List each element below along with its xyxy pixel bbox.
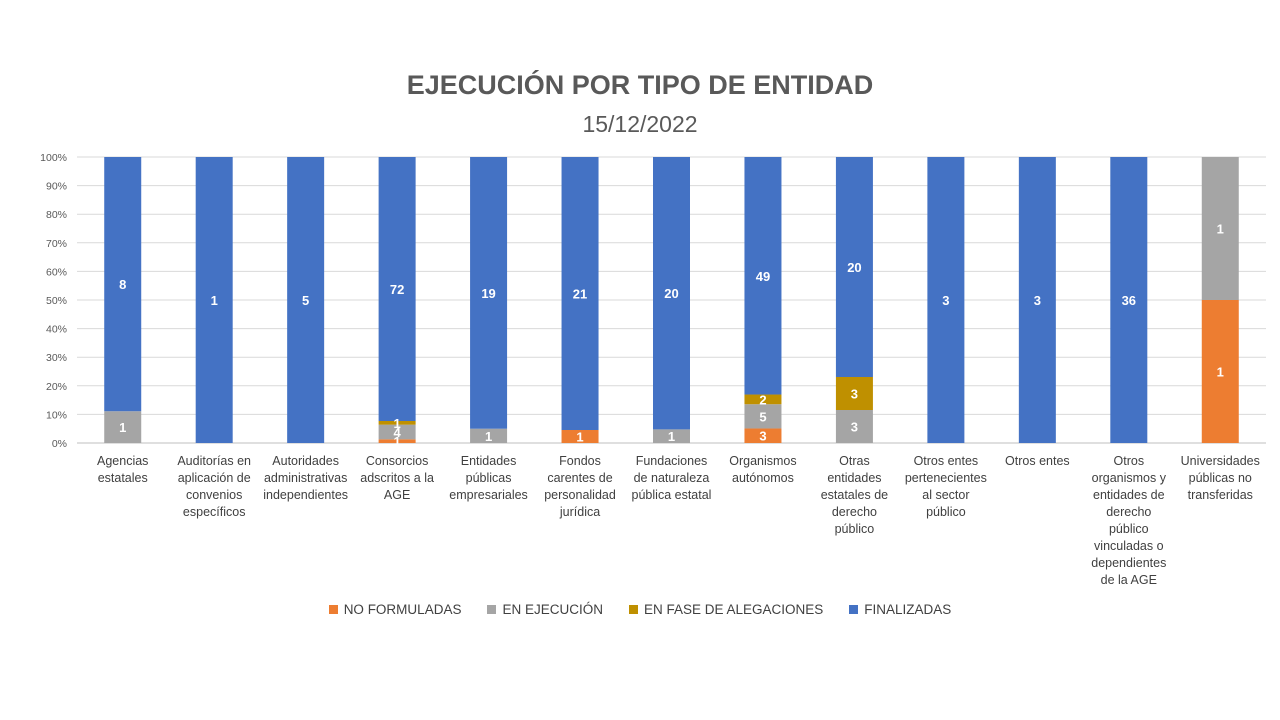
- bar-segment: [1201, 300, 1239, 443]
- bar-segment: [470, 157, 508, 429]
- data-label: 3: [1034, 293, 1041, 308]
- y-tick-label: 40%: [46, 324, 67, 336]
- bar-segment: [744, 428, 782, 443]
- bar-segment: [835, 377, 873, 410]
- bar-segment: [835, 410, 873, 443]
- y-tick-label: 100%: [40, 152, 67, 164]
- data-label: 1: [576, 430, 583, 445]
- legend-label: NO FORMULADAS: [343, 602, 462, 617]
- data-label: 20: [847, 260, 861, 275]
- data-label: 4: [393, 425, 401, 440]
- legend-item: EN FASE DE ALEGACIONES: [628, 602, 824, 617]
- bar-segment: [104, 411, 142, 443]
- legend-swatch: [328, 605, 338, 614]
- bar-segment: [927, 157, 965, 443]
- data-label: 1: [485, 429, 492, 444]
- y-tick-label: 0%: [52, 438, 67, 450]
- bar-segment: [195, 157, 233, 443]
- bar-segment: [835, 157, 873, 377]
- data-label: 1: [211, 293, 218, 308]
- legend-swatch: [487, 605, 497, 614]
- x-tick-label: Otros organismos y entidades de derecho …: [1091, 454, 1167, 587]
- bar-segment: [653, 157, 690, 430]
- y-tick-label: 70%: [46, 238, 67, 250]
- legend-swatch: [628, 605, 638, 614]
- bar-segment: [744, 404, 782, 429]
- x-tick-label: Universidades públicas no transferidas: [1180, 454, 1260, 502]
- y-tick-label: 60%: [46, 266, 67, 278]
- bar-segment: [1018, 157, 1056, 443]
- bar-segment: [104, 157, 142, 412]
- data-label: 5: [759, 409, 766, 424]
- y-axis: 0% 10% 20% 30% 40% 50% 60% 70% 80% 90% 100%: [40, 152, 67, 450]
- bar-segment: [378, 157, 416, 421]
- bar-segment: [287, 157, 325, 443]
- y-tick-label: 10%: [46, 409, 67, 421]
- data-label: 3: [851, 420, 858, 435]
- bar-segment: [1201, 157, 1239, 300]
- legend-label: EN FASE DE ALEGACIONES: [643, 602, 824, 617]
- x-tick-label: Agencias estatales: [97, 454, 149, 485]
- x-tick-label: Otras entidades estatales de derecho púb…: [820, 454, 889, 536]
- data-label: 36: [1122, 293, 1136, 308]
- bar-segment: [561, 430, 599, 443]
- legend-label: FINALIZADAS: [864, 602, 952, 617]
- chart-subtitle: 15/12/2022: [582, 111, 698, 137]
- bar-segment: [1110, 157, 1148, 443]
- y-tick-label: 50%: [46, 295, 67, 307]
- x-tick-label: Consorcios adscritos a la AGE: [360, 454, 434, 502]
- y-tick-label: 30%: [46, 352, 67, 364]
- bars: [104, 157, 1239, 443]
- data-label: 3: [759, 429, 766, 444]
- data-label: 1: [393, 434, 400, 449]
- data-label: 1: [119, 420, 126, 435]
- x-tick-label: Otros entes: [1005, 454, 1070, 468]
- data-label: 49: [756, 269, 770, 284]
- legend: NO FORMULADAS EN EJECUCIÓN EN FASE DE ALEG…: [0, 602, 1280, 617]
- data-label: 20: [664, 286, 678, 301]
- data-label: 8: [119, 277, 126, 292]
- data-label: 1: [1217, 222, 1224, 237]
- legend-item: NO FORMULADAS: [328, 602, 462, 617]
- bar-segment: [653, 429, 690, 443]
- data-label: 3: [851, 387, 858, 402]
- data-label: 5: [302, 293, 309, 308]
- bar-segment: [744, 394, 782, 405]
- bar-segment: [561, 157, 599, 430]
- x-tick-label: Otros entes pertenecientes al sector púb…: [904, 454, 987, 519]
- bar-segment: [378, 439, 416, 443]
- data-label: 1: [393, 416, 400, 431]
- data-label: 72: [390, 282, 404, 297]
- data-label: 21: [573, 287, 587, 302]
- y-tick-label: 20%: [46, 381, 67, 393]
- bar-segment: [470, 428, 508, 443]
- x-tick-label: Autoridades administrativas independient…: [263, 454, 349, 502]
- legend-label: EN EJECUCIÓN: [502, 602, 603, 617]
- y-tick-label: 90%: [46, 181, 67, 193]
- legend-item: EN EJECUCIÓN: [487, 602, 603, 617]
- x-tick-label: Auditorías en aplicación de convenios es…: [177, 454, 252, 519]
- bar-segment: [744, 157, 782, 395]
- y-tick-label: 80%: [46, 209, 67, 221]
- data-label: 1: [668, 429, 675, 444]
- legend-swatch: [849, 605, 859, 614]
- data-label: 1: [1217, 365, 1224, 380]
- x-tick-label: Fondos carentes de personalidad jurídica: [544, 454, 616, 519]
- bar-segment: [378, 421, 416, 425]
- legend-item: FINALIZADAS: [849, 602, 951, 617]
- chart-title: EJECUCIÓN POR TIPO DE ENTIDAD: [406, 70, 874, 100]
- data-label: 19: [481, 286, 495, 301]
- x-tick-label: Entidades públicas empresariales: [449, 454, 528, 502]
- data-label: 2: [759, 392, 766, 407]
- x-tick-label: Organismos autónomos: [729, 454, 797, 485]
- bar-segment: [378, 424, 416, 440]
- x-tick-label: Fundaciones de naturaleza pública estata…: [631, 454, 712, 502]
- data-label: 3: [942, 293, 949, 308]
